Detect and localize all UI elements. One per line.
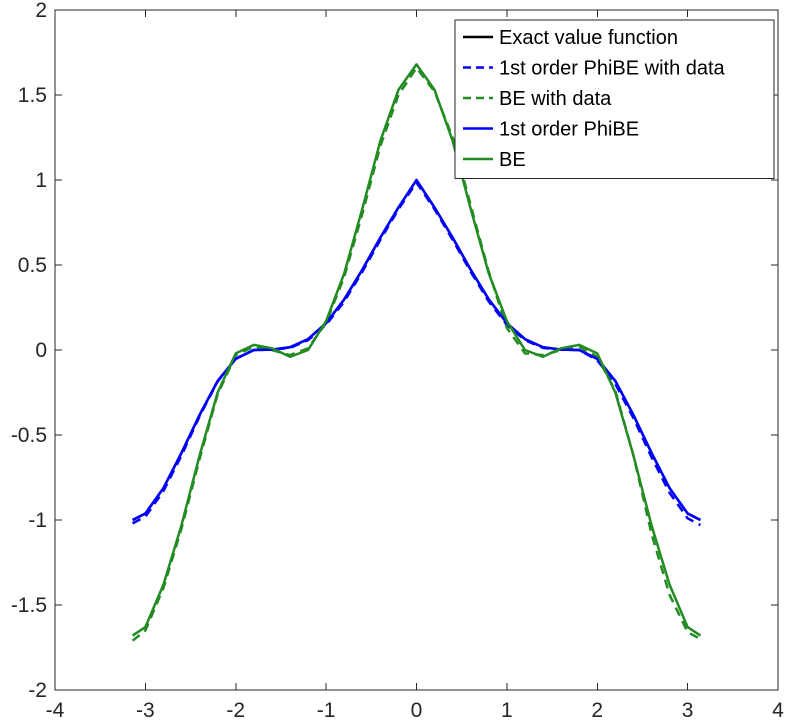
legend-box [454,19,775,179]
legend-label: 1st order PhiBE [499,119,639,141]
series-line-1st-order-phibe-with-data [131,181,702,527]
x-tick-label: 2 [591,699,603,722]
series-layer [131,63,702,642]
x-tick-label: 1 [501,699,513,722]
x-tick-label: -3 [136,699,155,722]
y-tick-label: -0.5 [11,424,47,447]
series-line-be [131,63,702,637]
axes-layer: -4 -3 -2 -1 0 1 2 3 4 -2 -1.5 -1 -0.5 0 0.5 1 1.5 2 [11,0,784,722]
y-tick-label: 1 [35,169,47,192]
legend-label: BE with data [499,88,612,110]
x-tick-label: 0 [411,699,423,722]
x-tick-label: -4 [46,699,65,722]
series-line-1st-order-phibe [132,178,701,522]
y-tick-label: -1.5 [11,594,47,617]
x-tick-label: 3 [682,699,694,722]
legend-label: BE [499,149,526,171]
y-tick-label: 0 [35,339,47,362]
legend-label: Exact value function [499,27,678,49]
y-tick-label: 2 [35,0,47,22]
legend-label: 1st order PhiBE with data [499,58,726,80]
y-tick-label: 0.5 [18,254,47,277]
y-tick-label: -2 [28,679,47,702]
x-tick-label: -2 [226,699,245,722]
x-tick-label: -1 [317,699,336,722]
x-tick-label: 4 [772,699,784,722]
y-tick-label: 1.5 [18,84,47,107]
legend: Exact value function 1st order PhiBE with… [454,19,775,179]
y-tick-label: -1 [28,509,47,532]
